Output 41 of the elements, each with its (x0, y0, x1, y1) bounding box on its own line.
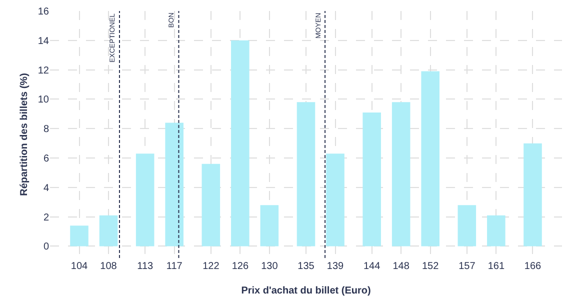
y-tick-label: 0 (43, 242, 50, 253)
x-tick-label: 152 (422, 261, 440, 272)
y-axis-title: Répartition des billets (%) (18, 73, 30, 196)
bar (202, 164, 220, 246)
x-tick-label: 135 (298, 261, 315, 272)
bar (296, 102, 316, 246)
bar (421, 71, 440, 246)
x-tick-label: 126 (232, 261, 249, 272)
bar (326, 154, 344, 246)
y-tick-label: 2 (43, 212, 50, 224)
x-tick-label: 104 (70, 261, 88, 272)
x-tick-label: 139 (326, 261, 344, 272)
bar (70, 226, 88, 246)
y-tick-label: 6 (43, 154, 50, 165)
bar (231, 40, 250, 246)
y-tick-label: 8 (43, 124, 50, 136)
bar (392, 102, 410, 246)
x-tick-label: 148 (392, 261, 410, 272)
bar (99, 215, 118, 246)
x-tick-label: 113 (137, 261, 154, 272)
x-tick-label: 157 (458, 261, 476, 272)
bar (136, 154, 154, 246)
bar (458, 205, 476, 246)
bar (165, 122, 184, 246)
bar (260, 205, 279, 246)
x-axis-title: Prix d'achat du billet (Euro) (241, 286, 371, 296)
x-tick-label: 122 (202, 261, 220, 272)
y-tick-label: 4 (43, 182, 50, 194)
x-tick-label: 117 (166, 261, 183, 272)
y-tick-label: 10 (38, 94, 50, 106)
x-tick-label: 108 (100, 261, 118, 272)
bar (487, 215, 506, 246)
bar (362, 112, 381, 246)
x-tick-label: 166 (524, 261, 542, 272)
bar (524, 143, 542, 246)
y-tick-label: 14 (38, 36, 50, 47)
y-tick-label: 12 (38, 65, 50, 76)
x-tick-label: 144 (363, 261, 381, 272)
x-tick-label: 130 (261, 261, 278, 272)
y-tick-label: 16 (38, 6, 50, 18)
x-tick-label: 161 (488, 261, 505, 272)
